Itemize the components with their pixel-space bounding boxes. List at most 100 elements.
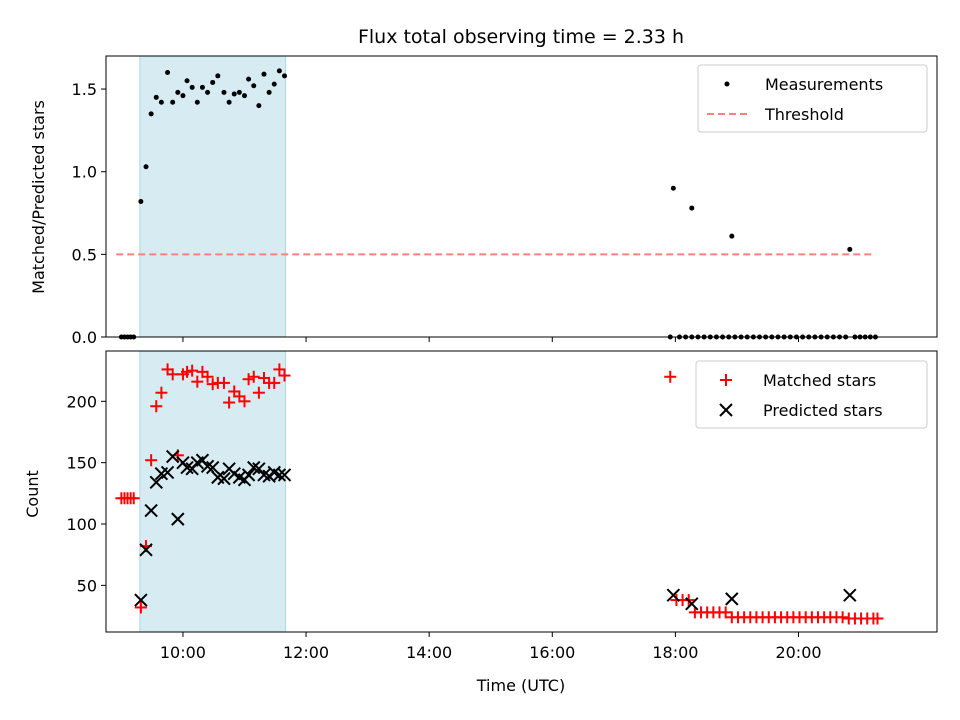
matched-star-point <box>278 369 291 382</box>
measurement-point <box>221 89 227 95</box>
predicted-star-point <box>180 460 194 475</box>
matched-star-point <box>191 375 204 388</box>
predicted-star-point-b <box>144 503 158 518</box>
predicted-star-point-b <box>666 588 681 602</box>
top-y-tick-label: 1.5 <box>72 80 97 99</box>
measurement-point <box>165 70 171 76</box>
predicted-star-point <box>272 468 287 482</box>
matched-star-point <box>145 454 158 467</box>
measurement-point <box>282 73 288 79</box>
matched-star-point <box>273 363 286 376</box>
measurement-point <box>236 89 242 95</box>
bottom-x-tick-label: 14:00 <box>406 643 452 662</box>
measurement-point <box>194 99 200 105</box>
predicted-star-point <box>217 471 231 486</box>
predicted-star-point-b <box>200 459 215 474</box>
chart-title: Flux total observing time = 2.33 h <box>358 26 684 48</box>
measurement-point <box>170 99 176 105</box>
matched-star-point <box>238 395 251 408</box>
matched-star-point <box>268 376 281 389</box>
bottom-axes-frame <box>105 350 938 633</box>
measurement-point <box>266 89 272 95</box>
measurement-point <box>276 68 282 74</box>
matched-stars-legend-marker <box>720 374 732 386</box>
measurement-point <box>729 233 735 239</box>
measurements-legend-marker <box>724 81 730 87</box>
bottom-x-tick-label: 10:00 <box>160 643 206 662</box>
bottom-x-tick-label: 20:00 <box>775 643 821 662</box>
matched-star-point <box>217 376 230 389</box>
matched-star-point <box>247 370 260 383</box>
measurement-point <box>226 99 232 105</box>
predicted-star-point <box>685 597 699 611</box>
matched-star-point <box>166 368 179 381</box>
threshold-legend-label: Threshold <box>764 105 844 124</box>
top-panel: 0.0 0.5 1.0 1.5 Flux total observing time =… <box>29 26 938 347</box>
bottom-x-tick-label: 16:00 <box>529 643 575 662</box>
predicted-star-point-b <box>149 475 163 490</box>
measurement-point <box>670 185 676 191</box>
predicted-star-point-b <box>160 465 175 480</box>
measurement-point <box>242 93 247 99</box>
predicted-star-point-b <box>139 543 153 557</box>
predicted-star-point-b <box>217 471 231 486</box>
predicted-star-point <box>277 468 292 482</box>
predicted-star-point-b <box>257 468 271 482</box>
top-y-tick-label: 1.0 <box>72 163 97 182</box>
bottom-x-tick-label: 18:00 <box>652 643 698 662</box>
measurement-point <box>689 205 695 211</box>
bottom-panel: 50 100 150 200 10:00 12:00 14:00 16:00 18:00 20:… <box>23 350 938 695</box>
predicted-star-point-b <box>267 465 281 480</box>
predicted-star-point <box>200 459 215 474</box>
predicted-star-point <box>725 592 739 606</box>
predicted-star-point-b <box>211 470 225 485</box>
predicted-star-point <box>241 468 256 482</box>
top-x-axis-ticks <box>182 337 799 342</box>
predicted-star-point <box>139 543 153 557</box>
bottom-legend: Matched stars Predicted stars <box>695 360 928 429</box>
bottom-y-axis: 50 100 150 200 <box>66 392 106 595</box>
top-legend-box <box>697 64 928 133</box>
matched-star-point <box>150 400 163 413</box>
measurement-point <box>184 78 190 84</box>
top-y-axis: 0.0 0.5 1.0 1.5 <box>72 80 106 347</box>
measurement-point <box>847 246 853 252</box>
top-shaded-span <box>139 55 287 338</box>
measurement-point <box>153 94 159 100</box>
matched-star-point <box>664 370 677 383</box>
bottom-y-tick-label: 150 <box>66 454 97 473</box>
predicted-star-point <box>257 468 271 482</box>
top-y-axis-label: Matched/Predicted stars <box>29 100 48 294</box>
matched-star-point <box>242 373 255 386</box>
measurement-point <box>205 89 211 95</box>
measurements-series <box>118 68 878 340</box>
predicted-star-point-b <box>165 449 180 464</box>
matched-star-point <box>252 386 265 399</box>
predicted-star-point-b <box>227 467 241 481</box>
top-legend: Measurements Threshold <box>697 64 928 133</box>
predicted-star-point <box>247 460 261 475</box>
matched-star-point <box>206 378 219 391</box>
predicted-star-point-b <box>272 468 287 482</box>
matched-star-point <box>186 364 199 377</box>
matched-stars-legend-label: Matched stars <box>763 371 876 390</box>
measurement-point <box>143 164 149 170</box>
predicted-star-point <box>134 593 148 607</box>
measurements-legend-label: Measurements <box>765 75 883 94</box>
predicted-star-point-b <box>247 460 261 475</box>
predicted-star-point <box>165 449 180 464</box>
bottom-x-axis: 10:00 12:00 14:00 16:00 18:00 20:00 <box>160 632 822 662</box>
predicted-star-point <box>666 588 681 602</box>
measurement-point <box>138 198 144 204</box>
bottom-y-axis-label: Count <box>23 470 42 518</box>
predicted-star-point <box>205 460 220 475</box>
predicted-star-point-b <box>277 468 292 482</box>
predicted-star-point-b <box>171 512 185 526</box>
predicted-star-point <box>171 512 185 526</box>
matched-star-point <box>836 611 849 624</box>
matched-star-point <box>127 492 140 505</box>
measurement-point <box>261 71 267 77</box>
matched-star-point <box>134 601 147 614</box>
predicted-star-point <box>144 503 158 518</box>
